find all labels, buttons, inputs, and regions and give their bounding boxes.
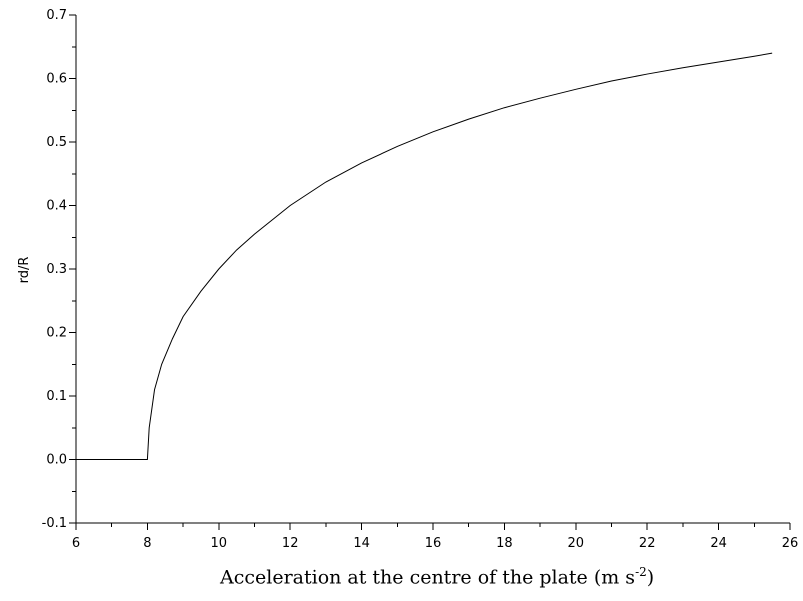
x-tick-label: 26 (782, 536, 799, 551)
x-tick-label: 18 (496, 536, 513, 551)
y-tick-label: 0.7 (46, 8, 67, 23)
y-tick-label: 0.3 (46, 262, 67, 277)
y-tick-label: 0.6 (46, 72, 67, 87)
y-tick-label: 0.1 (46, 389, 67, 404)
x-axis-label: Acceleration at the centre of the plate … (220, 565, 803, 588)
x-axis-label-close: ) (646, 566, 655, 589)
x-tick-label: 20 (568, 536, 585, 551)
x-axis-label-main: Acceleration at the centre of the plate … (220, 566, 636, 589)
series-layer (76, 52, 773, 460)
x-tick-label: 24 (710, 536, 727, 551)
axes (75, 15, 790, 524)
x-tick-label: 16 (425, 536, 442, 551)
y-tick-label: -0.1 (42, 516, 67, 531)
x-tick-label: 12 (282, 536, 299, 551)
y-tick-label: 0.4 (46, 199, 67, 214)
x-tick-label: 14 (353, 536, 370, 551)
x-axis-label-exponent: -2 (635, 565, 647, 579)
x-tick-label: 22 (639, 536, 656, 551)
x-tick-label: 10 (211, 536, 228, 551)
y-tick-label: 0.0 (46, 453, 67, 468)
y-ticks: -0.1 0.0 0.1 0.2 0.3 0.4 0.5 0.6 0.7 (42, 8, 76, 531)
x-tick-label: 8 (143, 536, 151, 551)
x-ticks: 6 8 10 12 14 16 18 20 22 24 26 (72, 523, 798, 551)
series-line (76, 52, 773, 460)
y-tick-label: 0.2 (46, 326, 67, 341)
y-tick-label: 0.5 (46, 135, 67, 150)
y-axis-label: rd/R (17, 257, 32, 284)
x-tick-label: 6 (72, 536, 80, 551)
